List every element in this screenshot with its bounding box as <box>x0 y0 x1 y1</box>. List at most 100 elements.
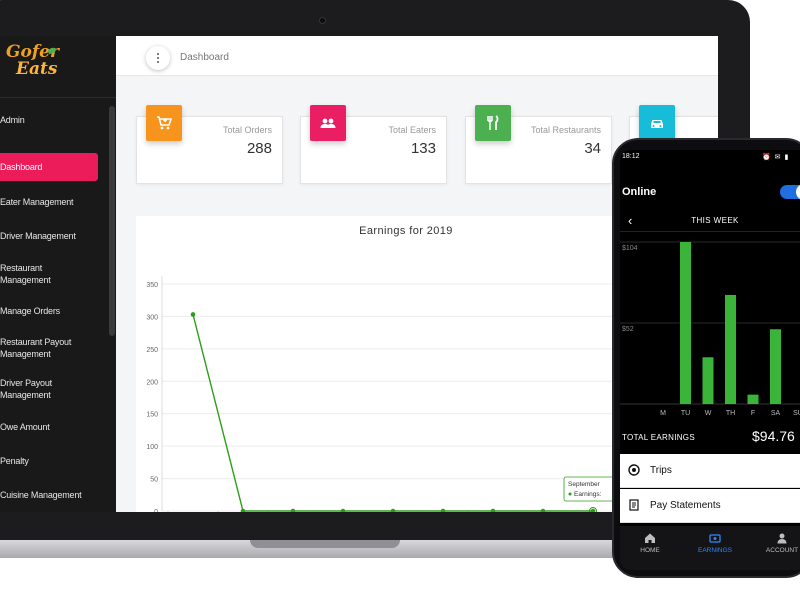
sidebar: Gofer Eats Admin Dashboard Eater Managem… <box>0 36 116 512</box>
bar-x-tick-label: W <box>705 410 712 417</box>
series-line <box>192 314 593 512</box>
chart-tooltip: September Earnings: <box>563 476 621 502</box>
online-toggle[interactable] <box>780 184 800 200</box>
bar-x-tick-label: M <box>660 410 666 417</box>
week-title: THIS WEEK <box>691 216 739 225</box>
brand-logo-text: Gofer Eats <box>6 44 59 78</box>
bar-x-tick-label: SU <box>793 410 800 417</box>
chevron-left-icon[interactable]: ‹ <box>628 213 633 228</box>
week-header: ‹ THIS WEEK <box>620 210 800 232</box>
data-point <box>490 508 496 512</box>
sidebar-item-admin[interactable]: Admin <box>0 115 25 125</box>
tab-home[interactable]: HOME <box>620 532 680 554</box>
tab-account[interactable]: ACCOUNT <box>752 532 800 554</box>
sidebar-item-restaurant-management[interactable]: Restaurant Management <box>0 263 51 285</box>
sidebar-item-cuisine-management[interactable]: Cuisine Management <box>0 490 82 500</box>
laptop-base <box>0 540 770 558</box>
data-point <box>240 508 246 512</box>
laptop-notch <box>250 540 400 548</box>
card-label: Total Restaurants <box>530 125 601 135</box>
card-value: 34 <box>584 140 601 157</box>
dot-icon <box>157 57 159 59</box>
sidebar-item-driver-management[interactable]: Driver Management <box>0 231 76 241</box>
data-point <box>440 508 446 512</box>
breadcrumb: Dashboard <box>180 52 229 63</box>
stat-card-total-restaurants[interactable]: Total Restaurants 34 <box>465 105 612 184</box>
earnings-icon <box>709 534 721 543</box>
weekly-bar <box>680 242 691 404</box>
bar-x-tick-label: F <box>751 410 755 417</box>
sidebar-item-owe-amount[interactable]: Owe Amount <box>0 422 50 432</box>
phone-status-bar: 18:12 ⏰ ✉ ▮ <box>620 150 800 164</box>
tooltip-label: Earnings: <box>574 491 602 498</box>
weekly-bar <box>747 394 759 404</box>
sidebar-item-manage-orders[interactable]: Manage Orders <box>0 306 60 316</box>
laptop-screen: Gofer Eats Admin Dashboard Eater Managem… <box>0 36 718 512</box>
account-icon <box>777 533 787 544</box>
dot-icon <box>157 53 159 55</box>
stat-card-total-orders[interactable]: Total Orders 288 <box>136 105 283 184</box>
menu-item-trips[interactable]: Trips › <box>620 454 800 488</box>
sidebar-item-eater-management[interactable]: Eater Management <box>0 197 74 207</box>
data-point <box>540 508 546 512</box>
weekly-bar <box>725 294 736 404</box>
weekly-earnings-bar-chart: $104 $52 M TU W TH F SA SU <box>620 241 800 417</box>
phone-frame: 18:12 ⏰ ✉ ▮ Online ‹ THIS WEEK $104 $52 M T… <box>612 138 800 578</box>
y-tick-label: 250 <box>146 347 158 354</box>
total-earnings-row: TOTAL EARNINGS $94.76 <box>620 422 800 452</box>
tooltip-title: September <box>568 481 601 488</box>
tab-earnings[interactable]: EARNINGS <box>685 532 745 554</box>
chart-title: Earnings for 2019 <box>359 225 453 237</box>
top-bar: Dashboard <box>116 36 718 76</box>
card-value: 288 <box>246 140 272 157</box>
card-label: Total Orders <box>222 125 272 135</box>
y-tick-label: 200 <box>146 379 158 386</box>
total-earnings-value: $94.76 <box>752 428 795 444</box>
card-value: 133 <box>410 140 436 157</box>
y-tick-label: 100 <box>146 444 158 451</box>
bar-x-tick-label: TU <box>681 410 690 417</box>
bar-y-tick-label: $104 <box>622 245 638 252</box>
data-point <box>340 508 346 512</box>
sidebar-item-dashboard[interactable]: Dashboard <box>0 153 98 181</box>
cart-icon <box>146 105 182 141</box>
tab-label: HOME <box>640 547 660 554</box>
hover-ring <box>589 507 597 512</box>
brand-line-2: Eats <box>16 59 58 79</box>
menu-item-pay-statements[interactable]: Pay Statements › <box>620 489 800 523</box>
bar-y-tick-label: $52 <box>622 326 634 333</box>
car-icon <box>639 105 675 141</box>
status-time: 18:12 <box>622 153 640 160</box>
y-tick-label: 350 <box>146 282 158 289</box>
status-icons: ⏰ ✉ ▮ <box>762 154 790 161</box>
menu-item-label: Pay Statements <box>650 500 721 511</box>
weekly-bar <box>702 357 714 404</box>
bottom-tab-bar: HOME EARNINGS ACCOUNT <box>620 526 800 570</box>
total-earnings-label: TOTAL EARNINGS <box>622 433 695 442</box>
data-point <box>390 508 396 512</box>
brand-line-1: Gofer <box>6 42 59 62</box>
phone-screen: 18:12 ⏰ ✉ ▮ Online ‹ THIS WEEK $104 $52 M T… <box>620 150 800 570</box>
toggle-knob <box>796 184 800 200</box>
y-tick-label: 0 <box>154 509 158 512</box>
tab-label: EARNINGS <box>698 547 732 554</box>
laptop-camera <box>319 17 326 24</box>
menu-dots-button[interactable] <box>146 46 170 70</box>
brand-logo[interactable]: Gofer Eats <box>0 36 116 98</box>
sidebar-item-driver-payout[interactable]: Driver Payout Management <box>0 378 52 400</box>
home-icon <box>645 533 655 543</box>
fork-knife-icon <box>475 105 511 141</box>
tab-label: ACCOUNT <box>765 547 799 554</box>
online-label: Online <box>622 186 657 198</box>
data-point <box>590 508 596 512</box>
stat-card-total-eaters[interactable]: Total Eaters 133 <box>300 105 447 184</box>
trip-icon <box>628 464 640 476</box>
data-point <box>290 508 296 512</box>
data-point <box>190 312 196 317</box>
y-tick-label: 150 <box>146 412 158 419</box>
card-label: Total Eaters <box>388 125 436 135</box>
sidebar-item-restaurant-payout[interactable]: Restaurant Payout Management <box>0 337 72 359</box>
sidebar-item-penalty[interactable]: Penalty <box>0 456 29 466</box>
bar-x-tick-label: SA <box>771 410 781 417</box>
sidebar-scrollbar[interactable] <box>109 106 115 336</box>
